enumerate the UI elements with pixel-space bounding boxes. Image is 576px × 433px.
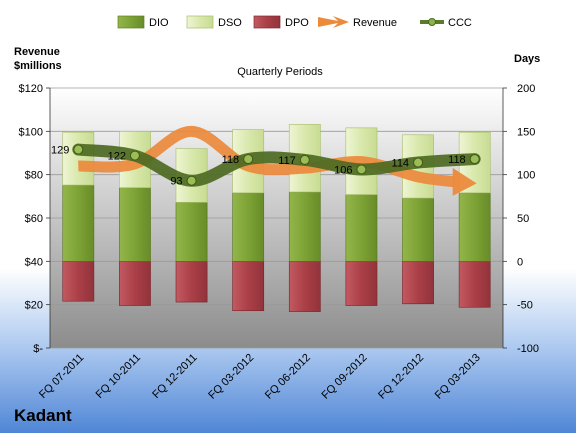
legend-item-dpo[interactable]: DPO	[253, 15, 309, 29]
bar-dpo	[175, 261, 208, 303]
legend-swatch-dio	[117, 15, 145, 29]
bar-dio	[232, 192, 265, 262]
legend-label-dpo: DPO	[285, 17, 309, 29]
ccc-line	[72, 143, 481, 187]
right-tick-label: 100	[517, 170, 535, 182]
ccc-point	[73, 144, 84, 155]
bar-dpo	[402, 261, 434, 305]
ccc-data-label: 117	[278, 155, 296, 167]
right-axis: -100 -50 0 50 100 150 200	[502, 83, 539, 355]
legend: DIO DSO DPO Revenue CCC	[117, 15, 472, 29]
right-tick-label: -100	[517, 343, 539, 355]
bar-dpo	[119, 261, 151, 306]
right-tick-label: 150	[517, 126, 535, 138]
ccc-data-label: 106	[334, 164, 352, 176]
left-tick-label: $60	[25, 213, 43, 225]
bar-dio	[175, 202, 208, 262]
ccc-point	[243, 154, 254, 165]
ccc-point	[129, 150, 140, 161]
legend-item-dso[interactable]: DSO	[186, 15, 242, 29]
legend-swatch-ccc-marker	[428, 18, 436, 26]
ccc-data-label: 129	[51, 145, 69, 157]
ccc-point	[299, 154, 310, 165]
left-tick-label: $120	[19, 83, 43, 95]
ccc-point	[469, 154, 480, 165]
legend-label-dio: DIO	[149, 17, 169, 29]
left-tick-label: $20	[25, 300, 43, 312]
bar-dio	[62, 184, 95, 262]
ccc-point	[356, 164, 367, 175]
legend-swatch-dpo	[253, 15, 281, 29]
bar-dio	[402, 197, 434, 262]
right-tick-label: -50	[517, 300, 533, 312]
legend-label-ccc: CCC	[448, 17, 472, 29]
bar-dpo	[62, 261, 95, 302]
ccc-point	[186, 175, 197, 186]
left-axis-title-line1: Revenue	[14, 46, 60, 58]
left-tick-label: $80	[25, 170, 43, 182]
ccc-data-label: 93	[170, 176, 182, 188]
right-tick-label: 200	[517, 83, 535, 95]
left-tick-label: $40	[25, 256, 43, 268]
bar-dio	[119, 187, 151, 262]
legend-item-revenue[interactable]: Revenue	[318, 16, 397, 29]
bar-dio	[458, 192, 491, 262]
bar-dpo	[232, 261, 265, 312]
legend-item-dio[interactable]: DIO	[117, 15, 169, 29]
ccc-series: 129 122 93 118 117 106 114 118	[51, 143, 481, 188]
chart-title: Quarterly Periods	[237, 66, 323, 78]
bar-dio	[288, 191, 321, 262]
left-axis-title-line2: $millions	[14, 60, 62, 72]
bar-dpo	[345, 261, 378, 306]
left-axis: $- $20 $40 $60 $80 $100 $120	[19, 83, 51, 355]
company-name: Kadant	[14, 406, 72, 425]
bar-dso	[62, 131, 95, 186]
left-tick-label: $-	[33, 343, 43, 355]
ccc-data-label: 118	[222, 154, 240, 166]
bars	[62, 124, 491, 312]
ccc-point	[413, 157, 424, 168]
legend-swatch-revenue-arrow-icon	[318, 16, 349, 28]
ccc-data-label: 118	[448, 154, 466, 166]
left-tick-label: $100	[19, 126, 43, 138]
right-axis-title: Days	[514, 53, 540, 65]
bar-dpo	[288, 261, 321, 312]
bar-dio	[345, 194, 378, 262]
right-tick-label: 0	[517, 256, 523, 268]
legend-label-dso: DSO	[218, 17, 242, 29]
bar-dpo	[458, 261, 491, 308]
ccc-data-label: 114	[392, 158, 410, 170]
ccc-data-label: 122	[108, 151, 126, 163]
right-tick-label: 50	[517, 213, 529, 225]
legend-swatch-dso	[186, 15, 214, 29]
legend-item-ccc[interactable]: CCC	[420, 17, 472, 29]
legend-label-revenue: Revenue	[353, 17, 397, 29]
revenue-arrowhead-icon	[452, 167, 477, 196]
